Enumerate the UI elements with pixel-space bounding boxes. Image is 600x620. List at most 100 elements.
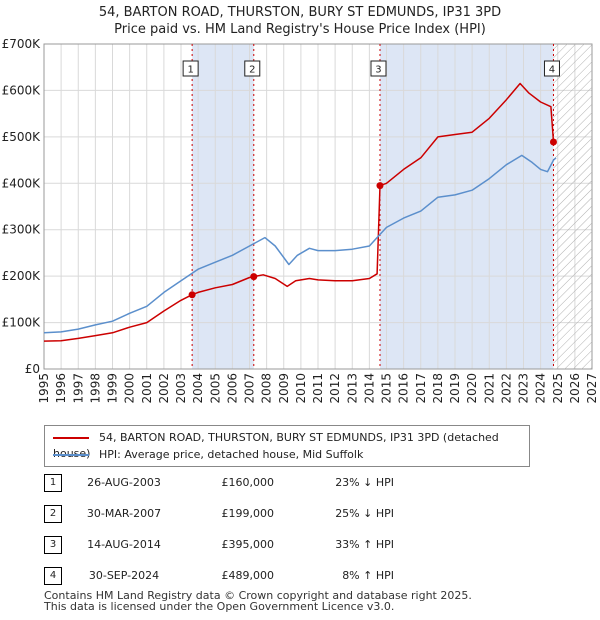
- x-tick-label: 2027: [585, 373, 599, 404]
- sale-point-3: [376, 182, 384, 190]
- forecast-hatch: [553, 44, 592, 369]
- marker-label-1: 1: [187, 65, 193, 76]
- x-tick-label: 2005: [208, 373, 222, 404]
- shaded-region: [379, 44, 554, 369]
- marker-box-4: [543, 60, 560, 77]
- x-tick-labels: 1995 1996 1997 1998 1999 2000 2001 2002 2003 2004…: [37, 373, 599, 404]
- row-hpi: 33% ↑ HPI: [335, 538, 394, 551]
- x-tick-label: 1999: [106, 373, 120, 404]
- shaded-region: [192, 44, 254, 369]
- row-number-badge: 4: [44, 567, 62, 585]
- table-row: 3 14-AUG-2014 £395,000 33% ↑ HPI: [44, 536, 564, 556]
- x-tick-label: 2001: [140, 373, 154, 404]
- legend-label-property: 54, BARTON ROAD, THURSTON, BURY ST EDMUN…: [53, 431, 499, 460]
- x-tick-label: 2013: [345, 373, 359, 404]
- row-date: 30-SEP-2024: [88, 569, 160, 582]
- row-hpi: 23% ↓ HPI: [335, 476, 394, 489]
- legend-item-property: 54, BARTON ROAD, THURSTON, BURY ST EDMUN…: [53, 430, 529, 460]
- y-tick-label: £400K: [2, 176, 42, 190]
- y-tick-label: £200K: [2, 269, 42, 283]
- marker-box-2: [244, 60, 261, 77]
- legend-swatch-blue: [53, 454, 89, 456]
- series-line-property: [43, 82, 555, 342]
- title-line-1: 54, BARTON ROAD, THURSTON, BURY ST EDMUN…: [98, 5, 502, 20]
- x-tick-label: 2002: [157, 373, 171, 404]
- row-price: £160,000: [221, 476, 275, 489]
- x-tick-label: 2024: [534, 373, 548, 404]
- series-line-hpi: [43, 154, 557, 334]
- row-hpi: 8% ↑ HPI: [342, 569, 394, 582]
- y-tick-label: £0: [25, 362, 40, 376]
- y-tick-label: £600K: [2, 83, 42, 97]
- y-tick-label: £700K: [2, 37, 42, 51]
- row-number-badge: 1: [44, 474, 62, 492]
- x-tick-label: 2017: [414, 373, 428, 404]
- row-price: £199,000: [221, 507, 275, 520]
- legend-label-hpi: HPI: Average price, detached house, Mid …: [99, 448, 364, 461]
- price-chart: 1 2 3 4 £0 £100K £200K £300K £400K £500K £600K £70…: [2, 37, 599, 404]
- sale-point-1: [188, 291, 196, 299]
- x-tick-label: 2004: [191, 373, 205, 404]
- y-tick-labels: £0 £100K £200K £300K £400K £500K £600K £700K: [2, 37, 42, 376]
- x-tick-label: 2008: [260, 373, 274, 404]
- x-tick-label: 2000: [123, 373, 137, 404]
- x-tick-label: 2014: [362, 373, 376, 404]
- table-row: 4 30-SEP-2024 £489,000 8% ↑ HPI: [44, 567, 564, 587]
- x-tick-label: 2021: [482, 373, 496, 404]
- x-tick-label: 2007: [243, 373, 257, 404]
- footer-line-1: Contains HM Land Registry data © Crown c…: [44, 589, 472, 602]
- legend-swatch-red: [53, 437, 89, 439]
- forecast-area: [553, 44, 592, 369]
- legend: 54, BARTON ROAD, THURSTON, BURY ST EDMUN…: [44, 425, 530, 467]
- table-row: 1 26-AUG-2003 £160,000 23% ↓ HPI: [44, 474, 564, 494]
- marker-vlines: [191, 44, 554, 369]
- x-tick-label: 2011: [311, 373, 325, 404]
- y-tick-label: £500K: [2, 130, 42, 144]
- sale-point-2: [250, 273, 258, 281]
- marker-label-3: 3: [375, 65, 381, 76]
- x-tick-label: 2015: [380, 373, 394, 404]
- series-lines: [43, 82, 557, 342]
- x-tick-label: 2023: [517, 373, 531, 404]
- chart-title: 54, BARTON ROAD, THURSTON, BURY ST EDMUN…: [0, 4, 600, 38]
- row-date: 30-MAR-2007: [86, 507, 162, 520]
- sale-point-4: [549, 138, 557, 146]
- footer-line-2: This data is licensed under the Open Gov…: [44, 600, 395, 613]
- marker-box-1: [182, 60, 199, 77]
- x-tick-label: 2010: [294, 373, 308, 404]
- y-tick-label: £100K: [2, 316, 42, 330]
- sale-points: [188, 138, 557, 299]
- row-date: 26-AUG-2003: [87, 476, 161, 489]
- marker-label-4: 4: [549, 65, 555, 76]
- row-date: 14-AUG-2014: [87, 538, 161, 551]
- row-number-badge: 2: [44, 505, 62, 523]
- x-tick-label: 2012: [328, 373, 342, 404]
- x-tick-label: 1998: [88, 373, 102, 404]
- title-line-2: Price paid vs. HM Land Registry's House …: [114, 22, 486, 37]
- x-tick-label: 2022: [499, 373, 513, 404]
- x-tick-label: 1996: [54, 373, 68, 404]
- table-row: 2 30-MAR-2007 £199,000 25% ↓ HPI: [44, 505, 564, 525]
- x-tick-label: 2016: [397, 373, 411, 404]
- x-tick-label: 1995: [37, 373, 51, 404]
- row-number-badge: 3: [44, 536, 62, 554]
- x-tick-label: 2009: [277, 373, 291, 404]
- shaded-regions: [192, 44, 554, 369]
- legend-item-hpi: HPI: Average price, detached house, Mid …: [53, 447, 363, 463]
- x-tick-label: 2019: [448, 373, 462, 404]
- row-price: £489,000: [221, 569, 275, 582]
- marker-label-2: 2: [249, 65, 255, 76]
- marker-labels: 1 2 3 4: [182, 60, 560, 77]
- footer: Contains HM Land Registry data © Crown c…: [44, 590, 472, 612]
- marker-box-3: [370, 60, 387, 77]
- x-tick-label: 2018: [431, 373, 445, 404]
- x-tick-label: 1997: [71, 373, 85, 404]
- row-price: £395,000: [221, 538, 275, 551]
- row-hpi: 25% ↓ HPI: [335, 507, 394, 520]
- x-tick-label: 2026: [568, 373, 582, 404]
- x-tick-label: 2003: [174, 373, 188, 404]
- x-tick-label: 2020: [465, 373, 479, 404]
- x-tick-label: 2006: [225, 373, 239, 404]
- y-tick-label: £300K: [2, 223, 42, 237]
- x-tick-label: 2025: [551, 373, 565, 404]
